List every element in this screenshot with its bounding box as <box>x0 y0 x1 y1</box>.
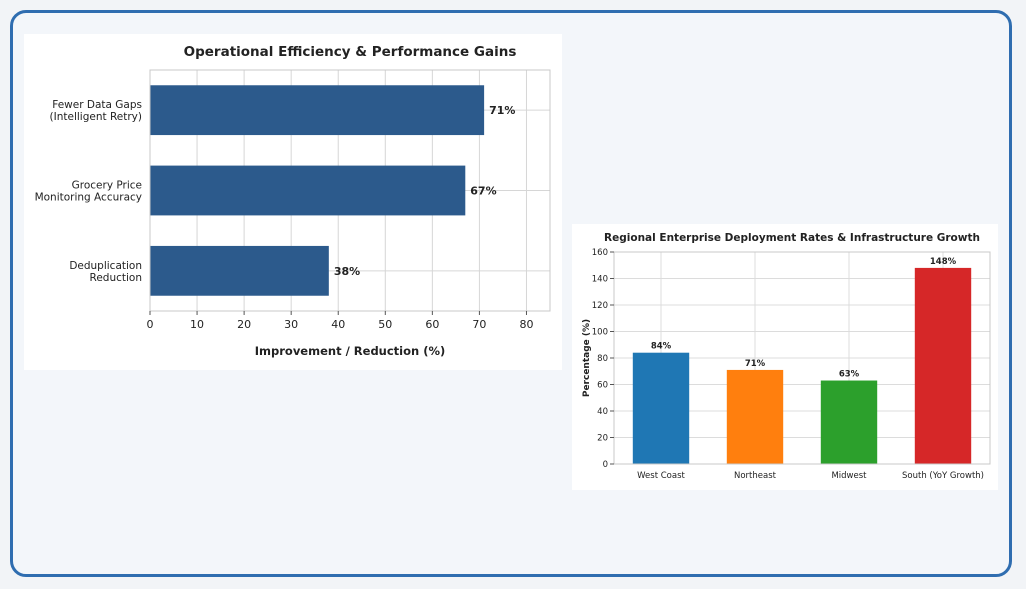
x-tick-label: 40 <box>331 318 345 331</box>
y-tick-label: 40 <box>597 407 608 417</box>
efficiency-chart: Operational Efficiency & Performance Gai… <box>35 44 551 358</box>
category-label: Fewer Data Gaps (Intelligent Retry) <box>50 99 142 123</box>
y-tick-label: 80 <box>597 354 608 364</box>
x-axis-label: Improvement / Reduction (%) <box>255 344 446 358</box>
plot-frame <box>149 69 551 312</box>
x-tick-label: 30 <box>284 318 298 331</box>
category-label-line: Fewer Data Gaps <box>52 99 142 111</box>
y-tick-label: 140 <box>592 275 608 285</box>
y-axis-label: Percentage (%) <box>582 319 592 397</box>
bar-value-label: 38% <box>334 265 360 278</box>
bar <box>914 267 972 464</box>
category-label: West Coast <box>637 471 685 481</box>
category-label-line: (Intelligent Retry) <box>50 111 142 123</box>
bar <box>726 369 784 464</box>
bar-value-label: 71% <box>745 359 766 369</box>
chart-title: Regional Enterprise Deployment Rates & I… <box>604 232 980 244</box>
category-label: Deduplication Reduction <box>69 260 142 284</box>
chart-title: Operational Efficiency & Performance Gai… <box>184 44 517 60</box>
x-tick-label: 80 <box>519 318 533 331</box>
efficiency-chart-panel: Operational Efficiency & Performance Gai… <box>24 34 562 370</box>
y-ticks: 0 20 40 60 80 100 120 140 160 <box>592 248 614 470</box>
y-tick-label: 0 <box>603 460 608 470</box>
y-tick-label: 120 <box>592 301 608 311</box>
bar-value-label: 148% <box>930 257 957 267</box>
y-tick-label: 60 <box>597 381 608 391</box>
bar <box>820 380 878 464</box>
bar-value-label: 84% <box>651 342 672 352</box>
bar <box>150 165 466 216</box>
y-tick-label: 160 <box>592 248 608 258</box>
x-tick-label: 50 <box>378 318 392 331</box>
x-tick-label: 0 <box>147 318 154 331</box>
category-label: Midwest <box>831 471 867 481</box>
y-tick-label: 100 <box>592 328 608 338</box>
bar-value-label: 67% <box>470 185 496 198</box>
category-label-line: Deduplication <box>69 260 142 272</box>
bar <box>150 245 329 296</box>
bars: 71% 67% 38% <box>150 85 515 296</box>
category-label-line: Grocery Price <box>72 180 142 192</box>
bars: 84% 71% 63% 148% <box>632 257 972 464</box>
bar <box>150 85 485 136</box>
x-ticks: 0 10 20 30 40 50 60 70 80 <box>147 311 533 331</box>
category-label: Grocery Price Monitoring Accuracy <box>35 180 142 204</box>
y-tick-label: 20 <box>597 434 608 444</box>
regional-chart-panel: Regional Enterprise Deployment Rates & I… <box>572 224 998 490</box>
category-label-line: Monitoring Accuracy <box>35 192 142 204</box>
bar-value-label: 71% <box>489 104 515 117</box>
regional-chart: Regional Enterprise Deployment Rates & I… <box>582 232 991 481</box>
category-label: Northeast <box>734 471 777 481</box>
bar <box>632 352 690 464</box>
x-tick-label: 10 <box>190 318 204 331</box>
category-label-line: Reduction <box>90 272 143 284</box>
x-tick-label: 60 <box>425 318 439 331</box>
x-tick-label: 70 <box>472 318 486 331</box>
bar-value-label: 63% <box>839 370 860 380</box>
x-tick-label: 20 <box>237 318 251 331</box>
category-label: South (YoY Growth) <box>902 471 984 481</box>
